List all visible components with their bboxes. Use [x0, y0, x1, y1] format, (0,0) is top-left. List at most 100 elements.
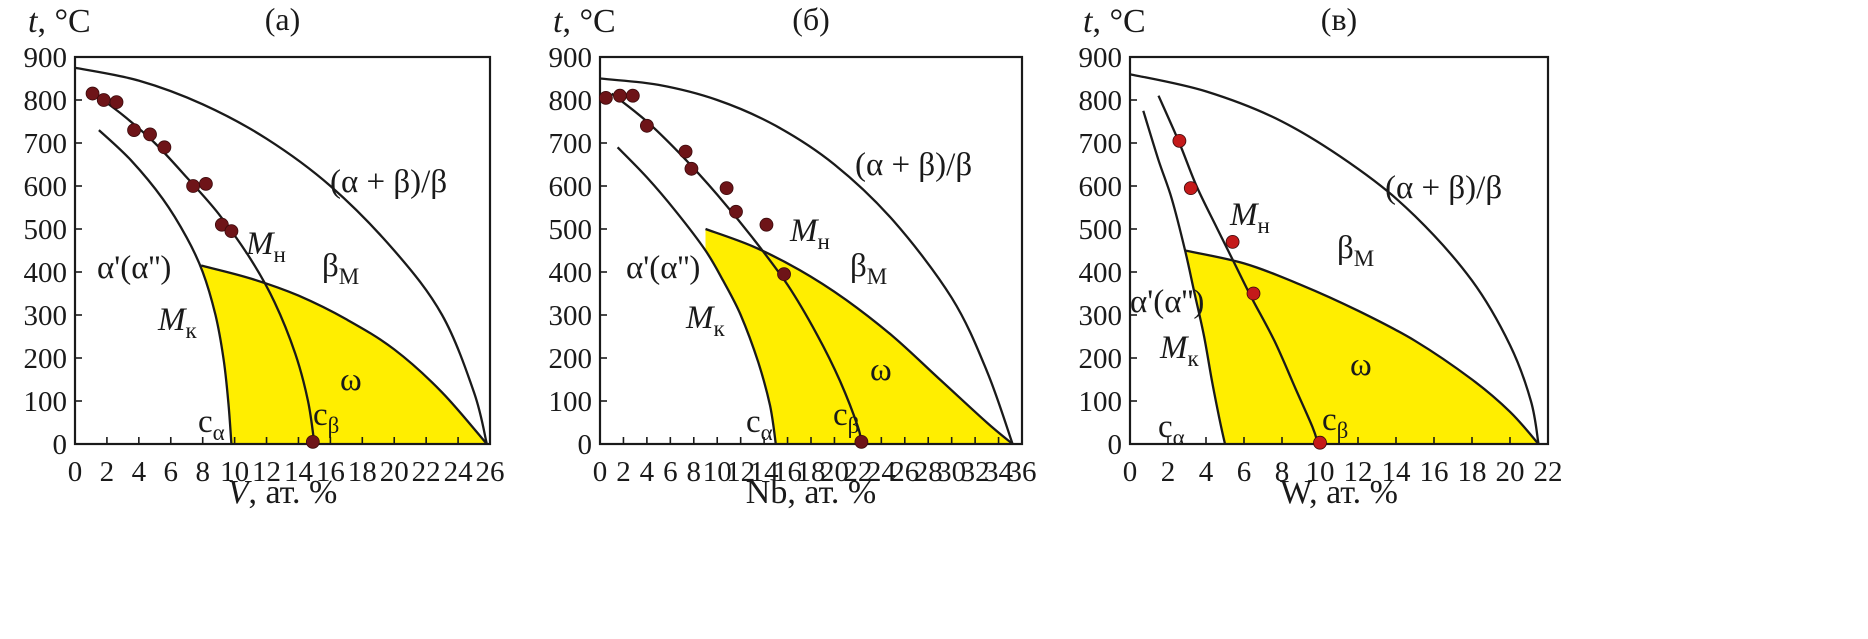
data-marker [625, 88, 640, 103]
x-tick-label: 16 [1420, 456, 1449, 488]
x-tick-label: 6 [663, 456, 678, 488]
y-axis-title: t, °C [28, 3, 91, 40]
y-tick-label: 500 [24, 214, 68, 246]
curve-alpha-beta-boundary [74, 66, 488, 445]
x-tick-label: 14 [284, 456, 314, 488]
data-marker [85, 86, 100, 101]
data-marker [854, 434, 869, 449]
label-mn: Mн [789, 213, 830, 254]
label-mk: Mк [157, 302, 198, 343]
curve-mk [1142, 110, 1227, 445]
x-tick-label: 10 [1306, 456, 1335, 488]
y-tick-label: 700 [549, 128, 593, 160]
y-tick-label: 0 [1108, 429, 1123, 461]
panel-title: (в) [1321, 1, 1357, 37]
plot-frame [73, 55, 492, 446]
x-tick-label: 20 [380, 456, 409, 488]
data-marker [186, 179, 201, 193]
chart-panel-2: 0 2 4 6 8 10121416182022242628303234360100200… [549, 1, 1037, 511]
label-omega: ω [1350, 347, 1372, 383]
x-tick-label: 12 [726, 456, 755, 488]
y-axis-title: t, °C [1083, 3, 1146, 40]
data-marker [684, 161, 699, 176]
label-c-beta: cβ [313, 397, 339, 438]
data-marker [729, 204, 743, 219]
y-tick-label: 300 [24, 300, 68, 332]
data-marker [759, 217, 774, 232]
label-beta-m: βМ [1337, 230, 1374, 271]
data-marker [143, 127, 157, 142]
data-marker [719, 181, 734, 196]
label-mn: Mн [1229, 197, 1270, 238]
x-axis-title: Nb, ат. % [746, 474, 876, 511]
label-alpha-prime: α'(α'') [97, 250, 171, 286]
label-omega: ω [340, 362, 362, 398]
data-marker [1172, 133, 1187, 148]
x-tick-label: 28 [914, 456, 943, 488]
y-tick-label: 0 [53, 429, 68, 461]
x-tick-label: 22 [412, 456, 441, 488]
label-c-beta: cβ [1322, 402, 1348, 443]
y-tick-label: 200 [549, 343, 593, 375]
y-tick-label: 0 [578, 429, 593, 461]
label-alpha-beta-boundary: (α + β)/β [1385, 170, 1502, 206]
data-marker [678, 144, 693, 159]
panel-title: (а) [265, 1, 301, 37]
x-tick-label: 14 [1382, 456, 1412, 488]
y-tick-label: 600 [549, 171, 593, 203]
data-marker [109, 95, 124, 110]
label-mk: Mк [685, 300, 726, 341]
x-tick-label: 20 [820, 456, 849, 488]
x-axis-title: W, ат. % [1280, 474, 1398, 511]
x-tick-label: 18 [797, 456, 826, 488]
label-alpha-beta-boundary: (α + β)/β [330, 164, 447, 200]
curve-omega [705, 227, 1014, 445]
curve-mn [610, 92, 863, 445]
label-mn: Mн [245, 226, 286, 267]
label-alpha-beta-boundary: (α + β)/β [855, 147, 972, 183]
x-tick-label: 2 [1161, 456, 1176, 488]
y-tick-label: 500 [549, 214, 593, 246]
y-tick-label: 800 [549, 85, 593, 117]
x-tick-label: 10 [220, 456, 249, 488]
curve-mn [1157, 95, 1320, 445]
y-tick-label: 300 [549, 300, 593, 332]
y-tick-label: 500 [1079, 214, 1123, 246]
label-alpha-prime: α'(α'') [1130, 284, 1204, 320]
y-tick-label: 100 [549, 386, 593, 418]
y-tick-label: 400 [549, 257, 593, 289]
x-axis-title: V, ат. % [228, 474, 338, 511]
label-c-alpha: cα [1158, 409, 1185, 450]
x-tick-label: 22 [843, 456, 872, 488]
data-marker [157, 140, 172, 155]
x-tick-label: 16 [316, 456, 345, 488]
x-tick-label: 2 [100, 456, 115, 488]
x-tick-label: 20 [1496, 456, 1525, 488]
y-tick-label: 100 [24, 386, 68, 418]
x-tick-label: 24 [444, 456, 474, 488]
x-tick-label: 18 [1458, 456, 1487, 488]
y-tick-label: 800 [1079, 85, 1123, 117]
label-beta-m: βМ [850, 248, 887, 289]
curve-omega [200, 264, 488, 445]
curve-alpha-beta-boundary [1129, 73, 1540, 445]
y-tick-label: 600 [1079, 171, 1123, 203]
x-tick-label: 14 [750, 456, 780, 488]
x-tick-label: 8 [1275, 456, 1290, 488]
y-tick-label: 200 [1079, 343, 1123, 375]
x-tick-label: 8 [195, 456, 210, 488]
x-tick-label: 36 [1008, 456, 1037, 488]
x-tick-label: 26 [476, 456, 505, 488]
chart-panel-1: 0 2 4 6 8 10 12 14 16 18 20 22 24 2601002003004005006… [24, 1, 505, 511]
label-beta-m: βМ [322, 248, 359, 289]
y-tick-label: 300 [1079, 300, 1123, 332]
data-marker [1225, 234, 1240, 249]
x-tick-label: 4 [1199, 456, 1214, 488]
curve-omega [1184, 249, 1540, 445]
x-tick-label: 0 [68, 456, 83, 488]
x-tick-label: 8 [687, 456, 702, 488]
label-alpha-prime: α'(α'') [626, 250, 700, 286]
x-tick-label: 2 [616, 456, 631, 488]
x-tick-label: 24 [867, 456, 897, 488]
x-tick-label: 22 [1534, 456, 1563, 488]
